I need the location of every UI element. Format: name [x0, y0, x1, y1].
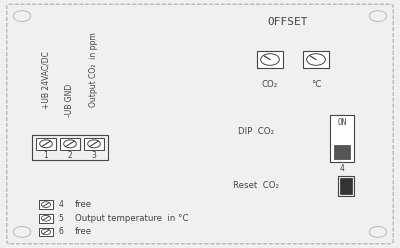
Text: 4: 4	[340, 164, 344, 173]
Bar	[338, 176, 354, 196]
Text: 2: 2	[68, 152, 72, 160]
Bar	[60, 138, 80, 150]
Circle shape	[64, 140, 76, 148]
Text: OFFSET: OFFSET	[268, 17, 308, 27]
Text: °C: °C	[311, 80, 321, 89]
Text: Output temperature  in °C: Output temperature in °C	[75, 214, 188, 223]
Text: +UB 24VAC/DC: +UB 24VAC/DC	[42, 51, 50, 109]
Text: 1: 1	[44, 152, 48, 160]
Bar	[39, 228, 53, 236]
Bar	[39, 214, 53, 223]
Text: DIP  CO₂: DIP CO₂	[238, 127, 274, 136]
Circle shape	[307, 54, 325, 65]
Bar	[36, 138, 56, 150]
Bar	[257, 52, 283, 67]
Circle shape	[88, 140, 100, 148]
Text: 6: 6	[59, 227, 64, 236]
Text: 4: 4	[59, 200, 64, 209]
Text: 3: 3	[92, 152, 96, 160]
Bar	[84, 138, 104, 150]
Text: CO₂: CO₂	[262, 80, 278, 89]
Text: -UB GND: -UB GND	[66, 83, 74, 117]
Text: free: free	[75, 200, 92, 209]
Circle shape	[40, 140, 52, 148]
Bar	[39, 200, 53, 209]
Circle shape	[261, 54, 279, 65]
Circle shape	[41, 202, 51, 208]
Text: Output CO₂  in ppm: Output CO₂ in ppm	[90, 32, 98, 107]
Text: free: free	[75, 227, 92, 236]
Circle shape	[41, 229, 51, 235]
Bar	[303, 52, 329, 67]
Text: ON: ON	[337, 118, 347, 127]
Bar	[330, 115, 354, 162]
Text: Reset  CO₂: Reset CO₂	[233, 182, 279, 190]
Bar	[334, 145, 350, 159]
Bar	[32, 135, 108, 160]
Text: 5: 5	[59, 214, 64, 223]
Bar	[340, 178, 352, 194]
Circle shape	[41, 215, 51, 221]
